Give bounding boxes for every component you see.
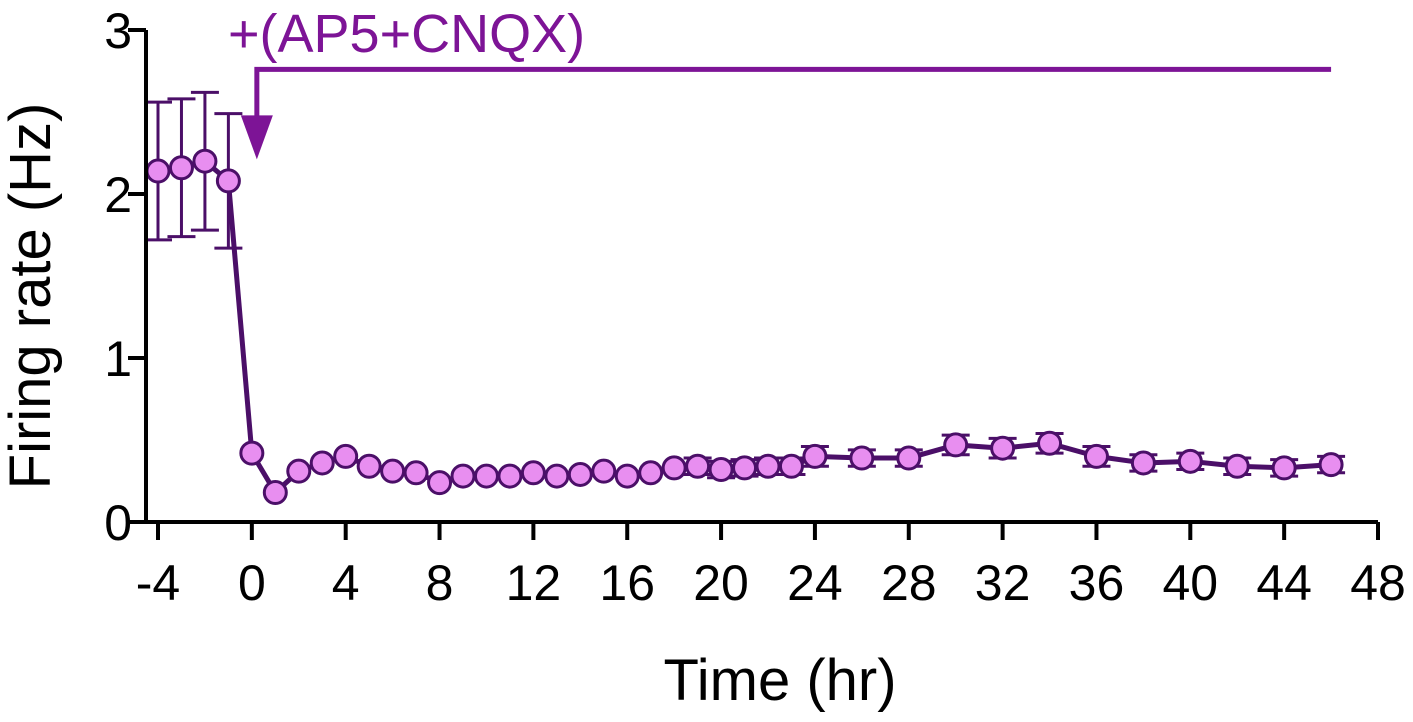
y-axis-title: Firing rate (Hz) [0, 103, 63, 490]
data-point [849, 445, 875, 471]
data-point [192, 148, 218, 174]
data-point [473, 463, 499, 489]
data-point [380, 458, 406, 484]
x-tick-label: -4 [136, 555, 180, 611]
data-point [1177, 448, 1203, 474]
data-point [309, 450, 335, 476]
y-tick-label: 0 [104, 495, 132, 551]
y-tick-label: 2 [104, 167, 132, 223]
data-point [732, 455, 758, 481]
data-point [990, 435, 1016, 461]
data-point [567, 461, 593, 487]
y-tick-label: 1 [104, 331, 132, 387]
data-point [755, 453, 781, 479]
series-line [157, 158, 1332, 495]
data-point [614, 463, 640, 489]
data-point [544, 463, 570, 489]
data-point [685, 453, 711, 479]
x-tick-label: 0 [238, 555, 266, 611]
data-point [1224, 453, 1250, 479]
data-point [1130, 450, 1156, 476]
x-tick-label: 4 [332, 555, 360, 611]
x-tick-label: 40 [1162, 555, 1218, 611]
data-point [403, 460, 429, 486]
series [144, 90, 1346, 505]
x-tick-label: 20 [693, 555, 749, 611]
data-point [1318, 452, 1344, 478]
x-tick-label: 24 [787, 555, 843, 611]
data-point [1271, 455, 1297, 481]
series-layer [144, 90, 1346, 505]
data-point [943, 432, 969, 458]
data-point [802, 443, 828, 469]
data-point [427, 470, 453, 496]
data-point [1037, 430, 1063, 456]
data-point [1083, 443, 1109, 469]
data-point [356, 453, 382, 479]
x-tick-label: 48 [1350, 555, 1406, 611]
x-tick-label: 32 [975, 555, 1031, 611]
data-point [708, 457, 734, 483]
x-axis-title: Time (hr) [663, 648, 896, 713]
data-point [591, 458, 617, 484]
data-point [168, 155, 194, 181]
data-point [450, 463, 476, 489]
x-tick-label: 16 [599, 555, 655, 611]
drug-onset-arrow [240, 115, 273, 160]
data-point [333, 443, 359, 469]
drug-application-bar [254, 66, 1332, 150]
drug-annotation: +(AP5+CNQX) [228, 4, 1332, 160]
x-tick-label: 44 [1256, 555, 1312, 611]
y-tick-label: 3 [104, 3, 132, 59]
x-tick-label: 28 [881, 555, 937, 611]
x-tick-label: 36 [1069, 555, 1125, 611]
data-point [896, 445, 922, 471]
data-point [638, 460, 664, 486]
data-point [286, 458, 312, 484]
data-point [262, 479, 288, 505]
data-point [520, 460, 546, 486]
data-point [215, 168, 241, 194]
data-point [497, 463, 523, 489]
data-point [145, 158, 171, 184]
data-point [661, 455, 687, 481]
drug-annotation-label: +(AP5+CNQX) [228, 4, 585, 64]
data-point [239, 440, 265, 466]
x-tick-label: 8 [426, 555, 454, 611]
x-tick-label: 12 [506, 555, 562, 611]
data-point [778, 453, 804, 479]
